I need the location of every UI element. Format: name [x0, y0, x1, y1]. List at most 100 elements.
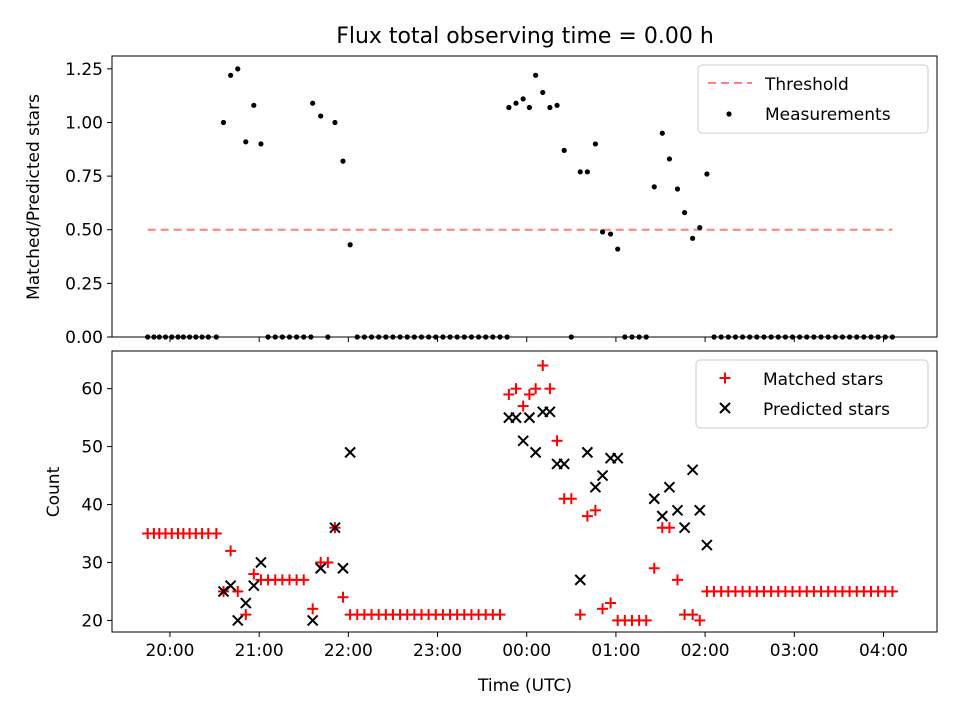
measurement-point [533, 72, 539, 78]
matched-star-point [581, 510, 593, 522]
predicted-star-point [663, 481, 676, 493]
matched-star-point [210, 528, 222, 540]
matched-star-point [225, 545, 237, 557]
star-count-x-tick-label: 03:00 [770, 641, 819, 661]
legend-matched-label: Matched stars [763, 370, 883, 390]
measurement-point [347, 242, 353, 248]
measurement-point [697, 225, 703, 231]
predicted-star-point [510, 411, 522, 424]
star-count-y-tick-label: 60 [81, 380, 103, 400]
star-count-axes-frame [111, 350, 938, 633]
matched-star-point [648, 562, 660, 574]
measurement-point [651, 184, 657, 190]
measurement-point [506, 104, 512, 111]
measurement-point [674, 186, 681, 192]
matched-star-point [503, 388, 515, 400]
predicted-star-point [224, 579, 237, 592]
matched-star-point [248, 568, 260, 580]
flux-ratio-y-tick-label: 1.00 [65, 113, 103, 133]
star-count-y-tick-label: 50 [81, 438, 103, 458]
flux-ratio-marks [145, 66, 896, 340]
matched-star-point [640, 614, 652, 626]
flux-ratio-panel: 0.00 0.25 0.50 0.75 1.00 1.25 Matched/Predict… [24, 55, 938, 348]
measurement-point [607, 231, 614, 237]
measurement-point [547, 104, 553, 111]
measurement-point [332, 119, 338, 126]
legend-predicted-swatch [719, 402, 731, 414]
matched-star-point [687, 609, 699, 621]
star-count-y-axis-label: Count [44, 466, 64, 517]
star-count-panel: 20 30 40 50 60 20:00 21:00 22:00 23:00 00:00 01:0… [44, 350, 938, 696]
legend-threshold-label: Threshold [764, 75, 849, 95]
star-count-x-tick-label: 00:00 [502, 641, 551, 661]
flux-ratio-y-axis-label: Matched/Predicted stars [24, 94, 44, 300]
measurement-point [526, 104, 533, 111]
figure-title: Flux total observing time = 0.00 h [336, 24, 714, 49]
predicted-star-point [255, 556, 267, 569]
predicted-star-point [529, 446, 542, 459]
predicted-star-point [574, 574, 586, 586]
predicted-star-point [337, 562, 349, 574]
measurement-point [690, 235, 696, 241]
predicted-star-point [694, 504, 706, 517]
measurement-point [704, 171, 710, 177]
flux-ratio-y-tick-label: 0.00 [65, 328, 103, 348]
star-count-x-tick-label: 04:00 [859, 641, 908, 661]
measurement-point [577, 169, 583, 175]
star-count-legend: Matched stars Predicted stars [695, 359, 929, 429]
flux-ratio-y-tick-label: 0.25 [65, 274, 103, 294]
matched-star-point [517, 400, 529, 412]
predicted-star-point [240, 597, 252, 609]
flux-ratio-legend-box [697, 64, 929, 134]
measurement-point [243, 139, 249, 145]
measurement-point [340, 158, 346, 164]
flux-ratio-legend: Threshold Measurements [697, 64, 929, 134]
matched-star-point [565, 493, 577, 505]
matched-star-point [694, 614, 706, 626]
predicted-star-point [611, 452, 624, 464]
measurement-point [513, 100, 519, 106]
matched-star-point [322, 556, 334, 568]
measurement-point [540, 89, 546, 96]
predicted-star-point [686, 464, 699, 476]
predicted-star-point [596, 469, 609, 482]
matched-star-point [663, 522, 675, 534]
predicted-star-point [558, 458, 570, 470]
matched-star-point [523, 388, 535, 400]
predicted-star-point [344, 446, 356, 459]
predicted-star-point [523, 411, 536, 424]
matched-star-point [530, 383, 542, 395]
measurement-point [220, 119, 227, 126]
predicted-star-point [671, 504, 684, 517]
legend-matched-swatch [719, 372, 731, 384]
matched-star-point [232, 585, 244, 597]
matched-star-point [537, 359, 549, 371]
matched-star-point [671, 574, 683, 586]
measurement-point [228, 72, 234, 78]
matched-star-point [337, 591, 349, 603]
measurement-point [310, 100, 316, 106]
matched-star-point [510, 383, 522, 395]
flux-ratio-y-tick-label: 0.75 [65, 167, 103, 187]
matched-star-point [544, 383, 556, 395]
flux-ratio-y-tick-label: 1.25 [65, 60, 103, 80]
predicted-star-point [656, 510, 669, 522]
star-count-y-tick-label: 20 [81, 611, 103, 631]
predicted-star-point [517, 435, 529, 447]
predicted-star-point [678, 522, 691, 534]
measurement-point [251, 102, 257, 108]
legend-predicted-label: Predicted stars [763, 400, 890, 420]
star-count-x-tick-label: 21:00 [235, 641, 284, 661]
measurement-point [666, 156, 673, 162]
matched-star-point [298, 574, 310, 586]
measurement-point [561, 147, 567, 153]
predicted-star-point [701, 539, 713, 551]
flux-ratio-axes-frame [111, 55, 938, 338]
predicted-star-point [232, 614, 244, 627]
matched-star-point [597, 603, 609, 615]
star-count-marks [142, 359, 898, 627]
measurement-point [615, 246, 621, 252]
predicted-star-point [589, 481, 602, 493]
matched-star-point [589, 504, 601, 516]
